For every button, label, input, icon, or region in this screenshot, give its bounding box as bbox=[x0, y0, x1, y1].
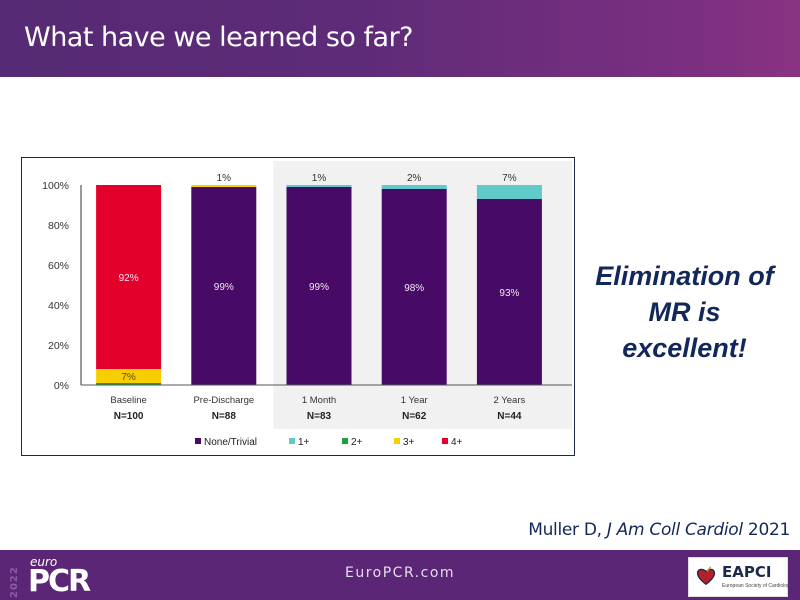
citation-journal: J Am Coll Cardiol bbox=[606, 520, 743, 540]
y-tick-label: 100% bbox=[42, 180, 69, 192]
data-label: 7% bbox=[502, 173, 517, 184]
bar-segment-none-trivial bbox=[476, 199, 542, 385]
data-label: 93% bbox=[499, 288, 519, 299]
bar-segment-1- bbox=[381, 185, 447, 189]
x-tick-label: 1 Month bbox=[302, 395, 336, 406]
eapci-logo: EAPCI European Society of Cardiology bbox=[688, 557, 792, 597]
legend-label: 4+ bbox=[451, 437, 463, 448]
eapci-subtitle: European Society of Cardiology bbox=[722, 583, 793, 589]
legend-swatch bbox=[289, 438, 295, 444]
heart-icon bbox=[696, 566, 716, 586]
y-tick-label: 40% bbox=[48, 300, 69, 312]
citation-year: 2021 bbox=[747, 520, 790, 540]
legend-swatch bbox=[195, 438, 201, 444]
citation-author: Muller D, bbox=[528, 520, 602, 540]
legend-label: 2+ bbox=[351, 437, 363, 448]
data-label: 99% bbox=[214, 282, 234, 293]
bar-segment-none-trivial bbox=[381, 189, 447, 385]
callout-line: excellent! bbox=[622, 333, 747, 363]
legend-label: 1+ bbox=[298, 437, 310, 448]
y-tick-label: 0% bbox=[54, 380, 69, 392]
bar-segment-3- bbox=[96, 369, 162, 383]
y-tick-label: 80% bbox=[48, 220, 69, 232]
legend-label: 3+ bbox=[403, 437, 415, 448]
bar-segment-1- bbox=[286, 185, 352, 187]
footer-bar: 2022 euro PCR EuroPCR.com bbox=[0, 550, 800, 600]
sample-size-label: N=83 bbox=[307, 411, 332, 422]
sample-size-label: N=88 bbox=[212, 411, 237, 422]
data-label: 92% bbox=[119, 273, 139, 284]
legend-label: None/Trivial bbox=[204, 437, 257, 448]
eapci-name: EAPCI bbox=[722, 563, 772, 581]
x-tick-label: 2 Years bbox=[494, 395, 526, 406]
y-tick-label: 60% bbox=[48, 260, 69, 272]
data-label: 7% bbox=[121, 372, 136, 383]
data-label: 1% bbox=[217, 173, 232, 184]
chart-frame: 0% 20% 40% 60% 80% 100% Baseline N=100 Pre-Disch… bbox=[21, 157, 575, 456]
data-label: 2% bbox=[407, 173, 422, 184]
sample-size-label: N=100 bbox=[114, 411, 144, 422]
x-tick-label: Pre-Discharge bbox=[193, 395, 254, 406]
bar-segment-4- bbox=[96, 185, 162, 369]
legend-swatch bbox=[394, 438, 400, 444]
title-bar: What have we learned so far? bbox=[0, 0, 800, 77]
x-tick-label: Baseline bbox=[110, 395, 146, 406]
legend-swatch bbox=[442, 438, 448, 444]
citation: Muller D, J Am Coll Cardiol 2021 bbox=[528, 520, 790, 540]
slide-title: What have we learned so far? bbox=[24, 22, 414, 53]
data-label: 1% bbox=[312, 173, 327, 184]
website-link[interactable]: EuroPCR.com bbox=[345, 565, 456, 581]
data-label: 99% bbox=[309, 282, 329, 293]
bar-segment-none-trivial bbox=[286, 187, 352, 385]
legend-swatch bbox=[342, 438, 348, 444]
footer-year: 2022 bbox=[9, 566, 20, 598]
bar-segment-3- bbox=[191, 185, 257, 187]
y-tick-label: 20% bbox=[48, 340, 69, 352]
callout-line: MR is bbox=[648, 297, 721, 327]
bar-segment-1- bbox=[476, 185, 542, 199]
sample-size-label: N=62 bbox=[402, 411, 427, 422]
callout-line: Elimination of bbox=[595, 261, 774, 291]
brand-prefix: euro bbox=[30, 555, 58, 569]
x-tick-label: 1 Year bbox=[401, 395, 428, 406]
sample-size-label: N=44 bbox=[497, 411, 522, 422]
brand-logo: PCR bbox=[28, 564, 91, 599]
data-label: 98% bbox=[404, 283, 424, 294]
stacked-bar-chart: 0% 20% 40% 60% 80% 100% Baseline N=100 Pre-Disch… bbox=[42, 161, 572, 448]
bar-segment-none-trivial bbox=[191, 187, 257, 385]
bar-segment-2- bbox=[96, 383, 162, 385]
callout-text: Elimination of MR is excellent! bbox=[582, 258, 787, 366]
